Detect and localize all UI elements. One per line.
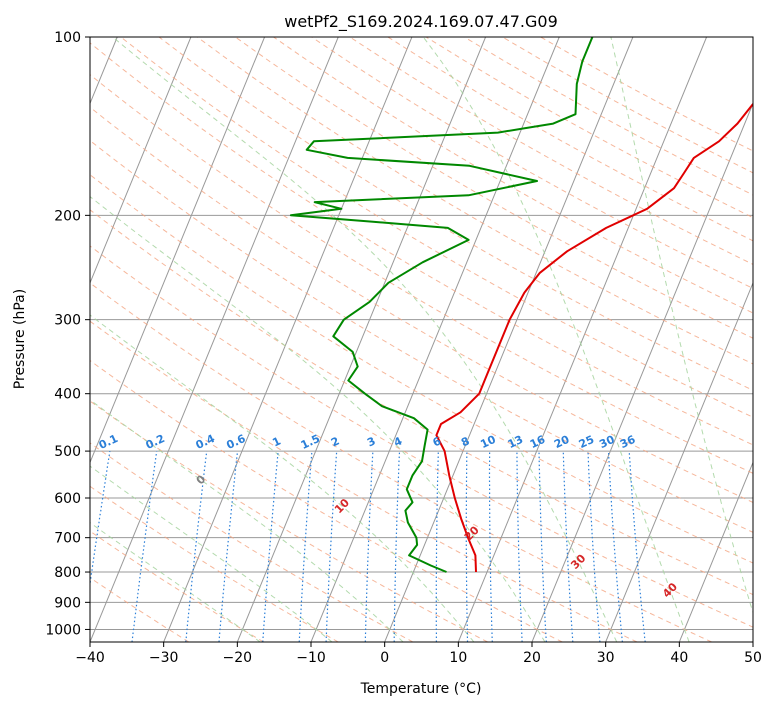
dry-adiabat (90, 485, 339, 642)
y-tick-label: 100 (54, 30, 81, 46)
isotherm-line (678, 461, 753, 642)
mixing-ratio-label: 10 (478, 433, 498, 451)
moist-adiabat (90, 399, 404, 642)
isotherm-line (457, 37, 708, 642)
isotherm-line (531, 102, 753, 642)
plot-frame (89, 36, 754, 643)
mixing-ratio-label: 16 (528, 433, 548, 451)
data-layer (289, 37, 753, 573)
x-tick-label: −40 (75, 650, 105, 666)
mixing-ratio-label: 20 (552, 433, 572, 451)
dry-adiabat (311, 37, 753, 289)
mixing-ratio-label: 30 (597, 433, 617, 451)
dry-adiabat (90, 359, 563, 642)
chart-title: wetPf2_S169.2024.169.07.47.G09 (284, 12, 558, 32)
mixing-ratio-line (90, 451, 111, 588)
y-tick-label: 700 (54, 531, 81, 547)
dry-adiabat (90, 209, 753, 596)
moist-adiabat (112, 37, 618, 642)
y-tick-label: 500 (54, 444, 81, 460)
dewpoint-profile-line (289, 37, 594, 573)
isotherm-line (384, 37, 634, 642)
isotherm-line (90, 37, 192, 285)
y-tick-label: 300 (54, 313, 81, 329)
mixing-ratio-label: 25 (577, 433, 596, 451)
mixing-ratio-label: 36 (618, 433, 638, 451)
dry-adiabat (90, 174, 753, 564)
mixing-ratio-line (185, 451, 208, 642)
y-tick-label: 600 (54, 491, 81, 507)
isotherm-line (236, 37, 487, 642)
dry-adiabat (90, 245, 753, 628)
isotherm-line (310, 37, 560, 642)
moist-adiabat (90, 465, 333, 642)
mixing-ratio-line (218, 451, 239, 642)
isotherm-line (90, 37, 266, 464)
mixing-ratio-line (628, 451, 646, 642)
x-tick-label: −30 (149, 650, 179, 666)
dry-adiabat (90, 42, 753, 446)
mixing-ratio-line (607, 451, 623, 642)
isotherm-line (90, 37, 339, 642)
moist-adiabat (90, 314, 475, 642)
x-tick-label: 50 (744, 650, 762, 666)
x-tick-label: 0 (380, 650, 389, 666)
axis-layer: −40 −30 −20 −10 0 10 20 30 40 50 100 200 300 400 500 60… (45, 30, 762, 666)
y-tick-label: 200 (54, 208, 81, 224)
temperature-profile-line (435, 102, 753, 573)
y-tick-label: 400 (54, 387, 81, 403)
y-tick-label: 900 (54, 595, 81, 611)
moist-adiabat (90, 522, 261, 642)
moist-adiabat (90, 195, 546, 642)
x-tick-label: 20 (523, 650, 541, 666)
x-tick-label: 10 (449, 650, 467, 666)
grid-layer (90, 37, 753, 642)
dry-adiabat (235, 37, 753, 339)
y-tick-label: 800 (54, 565, 81, 581)
dry-adiabat (90, 282, 712, 642)
x-tick-label: −10 (296, 650, 326, 666)
x-axis-label: Temperature (°C) (360, 681, 482, 697)
y-axis-label: Pressure (hPa) (12, 289, 28, 389)
x-tick-label: −20 (223, 650, 253, 666)
moist-adiabat (610, 37, 753, 615)
dry-adiabat (158, 37, 753, 391)
y-tick-label: 1000 (45, 622, 81, 638)
moist-adiabat (422, 37, 690, 642)
dry-adiabat (90, 442, 414, 642)
dry-adiabat (90, 106, 753, 503)
mixing-ratio-label: 13 (506, 433, 525, 451)
mixing-ratio-line (262, 451, 279, 642)
isotherm-line (605, 281, 753, 642)
mixing-ratio-line (131, 451, 158, 642)
x-tick-label: 30 (597, 650, 615, 666)
x-tick-label: 40 (670, 650, 688, 666)
